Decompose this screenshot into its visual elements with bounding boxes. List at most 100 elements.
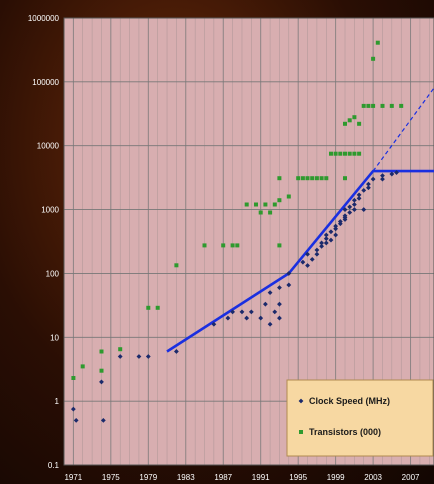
- transistor-point: [254, 202, 258, 207]
- transistor-point: [277, 176, 282, 181]
- transistor-point: [277, 198, 282, 203]
- clock-speed-point: [277, 301, 282, 307]
- transistor-point: [244, 202, 249, 207]
- clock-speed-point: [286, 282, 292, 288]
- transistor-point: [380, 103, 385, 108]
- clock-speed-point: [380, 176, 385, 182]
- x-tick-label: 1999: [327, 473, 345, 482]
- clock-speed-point: [211, 321, 217, 327]
- transistor-point: [258, 210, 263, 215]
- transistor-point: [202, 243, 207, 248]
- clock-speed-point: [258, 315, 264, 321]
- y-tick-label: 1000000: [28, 14, 60, 23]
- transistor-point: [357, 121, 362, 126]
- plot-border: [63, 17, 434, 466]
- clock-speed-point: [342, 213, 348, 219]
- clock-speed-point: [145, 354, 151, 359]
- legend-swatch-transistors: [299, 430, 303, 434]
- clock-speed-point: [70, 406, 76, 412]
- transistor-point: [347, 151, 352, 156]
- clock-speed-point: [248, 309, 254, 315]
- clock-speed-point: [272, 309, 278, 315]
- clock-speed-point: [370, 176, 376, 182]
- clock-speed-point: [323, 232, 329, 238]
- transistor-point: [310, 176, 315, 181]
- clock-speed-point: [356, 192, 362, 198]
- transistor-point: [319, 176, 324, 181]
- clock-speed-point: [366, 181, 371, 187]
- transistor-point: [286, 194, 291, 199]
- x-tick-label: 1971: [64, 473, 82, 482]
- clock-speed-point: [225, 315, 231, 321]
- x-tick-label: 1991: [252, 473, 270, 482]
- clock-speed-point: [277, 315, 282, 321]
- legend-box: [286, 379, 434, 457]
- transistor-point: [174, 263, 179, 268]
- transistor-point: [361, 103, 366, 108]
- clock-speed-point: [99, 379, 104, 385]
- clock-speed-point: [328, 237, 334, 243]
- trend-lines: [166, 87, 434, 353]
- clock-speed-point: [117, 354, 123, 359]
- transistor-point: [371, 103, 376, 108]
- clock-speed-point: [323, 240, 329, 246]
- x-tick-label: 1979: [139, 473, 157, 482]
- clock-speed-point: [394, 170, 399, 175]
- transistor-point: [399, 103, 404, 108]
- clock-speed-point: [333, 232, 339, 238]
- clock-speed-point: [300, 259, 306, 265]
- clock-speed-point: [319, 240, 324, 246]
- clock-speed-point: [305, 251, 310, 257]
- clock-speed-point: [323, 236, 329, 242]
- x-axis: 1971 1975 1979 1983 1987 1991 1995 1999 2003 2007: [64, 473, 420, 482]
- transistor-point: [314, 176, 319, 181]
- clock-speed-point: [305, 263, 310, 268]
- x-tick-label: 2007: [402, 473, 420, 482]
- x-tick-label: 1995: [289, 473, 307, 482]
- transistor-point: [230, 243, 235, 248]
- clock-speed-point: [314, 247, 320, 253]
- transistor-point: [305, 176, 310, 181]
- transistor-point: [343, 176, 347, 181]
- clock-speed-point: [244, 315, 250, 321]
- data-points: [70, 40, 404, 423]
- transistor-point: [343, 151, 347, 156]
- clock-speed-point: [262, 301, 268, 307]
- transistor-point: [371, 56, 376, 61]
- legend-swatch-clock-speed: [298, 398, 304, 404]
- transistor-point: [263, 202, 268, 207]
- clock-speed-point: [356, 195, 362, 201]
- y-tick-label: 1000: [41, 206, 59, 215]
- transistor-point: [235, 243, 240, 248]
- transistor-point: [272, 202, 277, 207]
- clock-speed-point: [100, 417, 106, 423]
- transistor-point: [268, 210, 273, 215]
- transistor-point: [300, 176, 305, 181]
- clock-speed-point: [267, 321, 273, 327]
- x-tick-label: 2003: [364, 473, 382, 482]
- trend-line-dashed: [372, 87, 434, 172]
- clock-speed-point: [366, 185, 371, 191]
- clock-speed-point: [333, 223, 339, 229]
- transistor-point: [99, 368, 104, 373]
- x-tick-label: 1975: [102, 473, 120, 482]
- y-tick-label: 100: [46, 269, 60, 278]
- clock-speed-point: [342, 207, 348, 212]
- clock-speed-point: [319, 243, 324, 249]
- transistor-point: [324, 176, 329, 181]
- transistor-point: [366, 103, 371, 108]
- x-tick-label: 1987: [214, 473, 232, 482]
- legend-entry: Transistors (000): [309, 427, 381, 437]
- transistor-point: [277, 243, 282, 248]
- transistor-point: [343, 121, 347, 126]
- transistor-point: [118, 347, 123, 352]
- clock-speed-point: [351, 202, 357, 207]
- x-tick-label: 1983: [177, 473, 195, 482]
- clock-speed-point: [351, 197, 357, 203]
- clock-speed-point: [277, 285, 282, 290]
- clock-speed-point: [328, 229, 334, 235]
- y-tick-label: 10: [50, 333, 59, 342]
- clock-speed-point: [136, 354, 142, 359]
- clock-speed-point: [337, 219, 343, 224]
- transistor-point: [352, 151, 357, 156]
